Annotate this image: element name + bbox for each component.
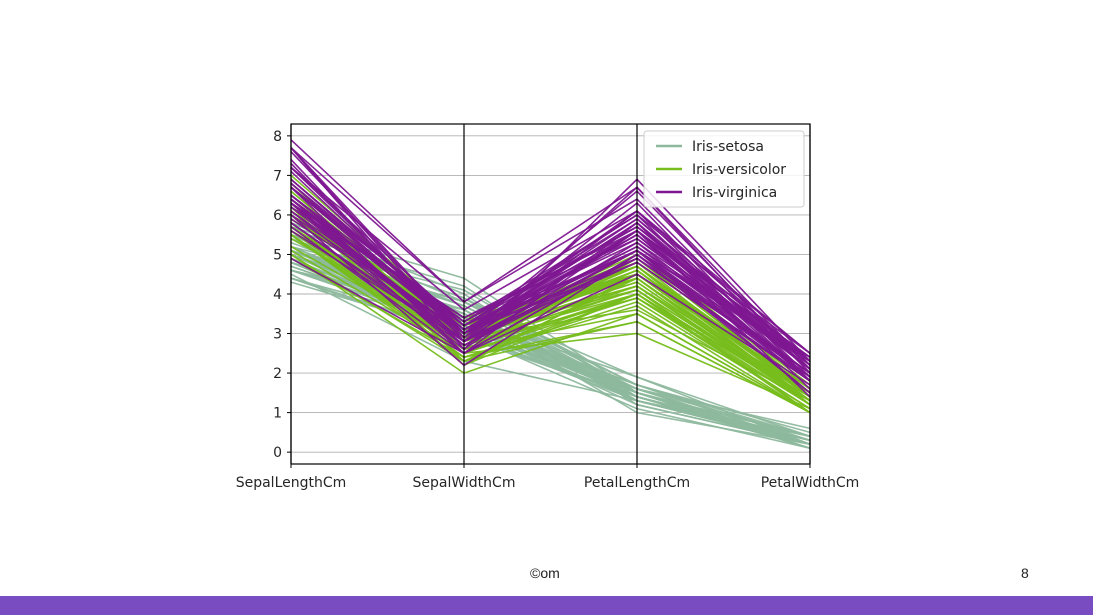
x-tick-label: PetalWidthCm [761, 475, 860, 491]
footer-accent-bar [0, 596, 1093, 615]
footer-copyright: ©om [530, 565, 560, 581]
y-tick-label: 8 [273, 129, 282, 145]
y-tick-label: 3 [273, 327, 282, 343]
legend-label: Iris-virginica [692, 185, 777, 201]
series-line [290, 234, 811, 414]
x-tick-label: SepalLengthCm [236, 475, 347, 491]
series-line [290, 147, 811, 374]
legend-box [643, 130, 805, 208]
series-line [290, 147, 811, 366]
series-line [290, 186, 811, 358]
series-line [290, 253, 811, 414]
y-tick-label: 1 [273, 406, 282, 422]
series-line [290, 214, 811, 394]
series-line [290, 249, 811, 410]
y-tick-label: 0 [273, 445, 282, 461]
y-tick-label: 6 [273, 208, 282, 224]
series-line [290, 218, 811, 382]
series-line [290, 234, 811, 402]
x-tick-label: SepalWidthCm [413, 475, 516, 491]
series-line [290, 257, 811, 386]
series-line [290, 166, 811, 354]
legend-label: Iris-setosa [692, 139, 764, 155]
parallel-coordinates-chart: 0 1 2 3 4 5 6 7 8 SepalLengthCm SepalWidthCm PetalL… [236, 123, 860, 491]
y-tick-label: 4 [273, 287, 282, 303]
series-line [290, 206, 811, 362]
slide-page-number: 8 [1021, 565, 1029, 581]
y-tick-label: 5 [273, 247, 282, 263]
legend-label: Iris-versicolor [692, 162, 786, 178]
y-tick-label: 2 [273, 366, 282, 382]
x-tick-label: PetalLengthCm [584, 475, 690, 491]
series-line [290, 214, 811, 382]
series-line [290, 198, 811, 366]
series-line [290, 194, 811, 374]
series-line [290, 186, 811, 354]
y-tick-label: 7 [273, 168, 282, 184]
